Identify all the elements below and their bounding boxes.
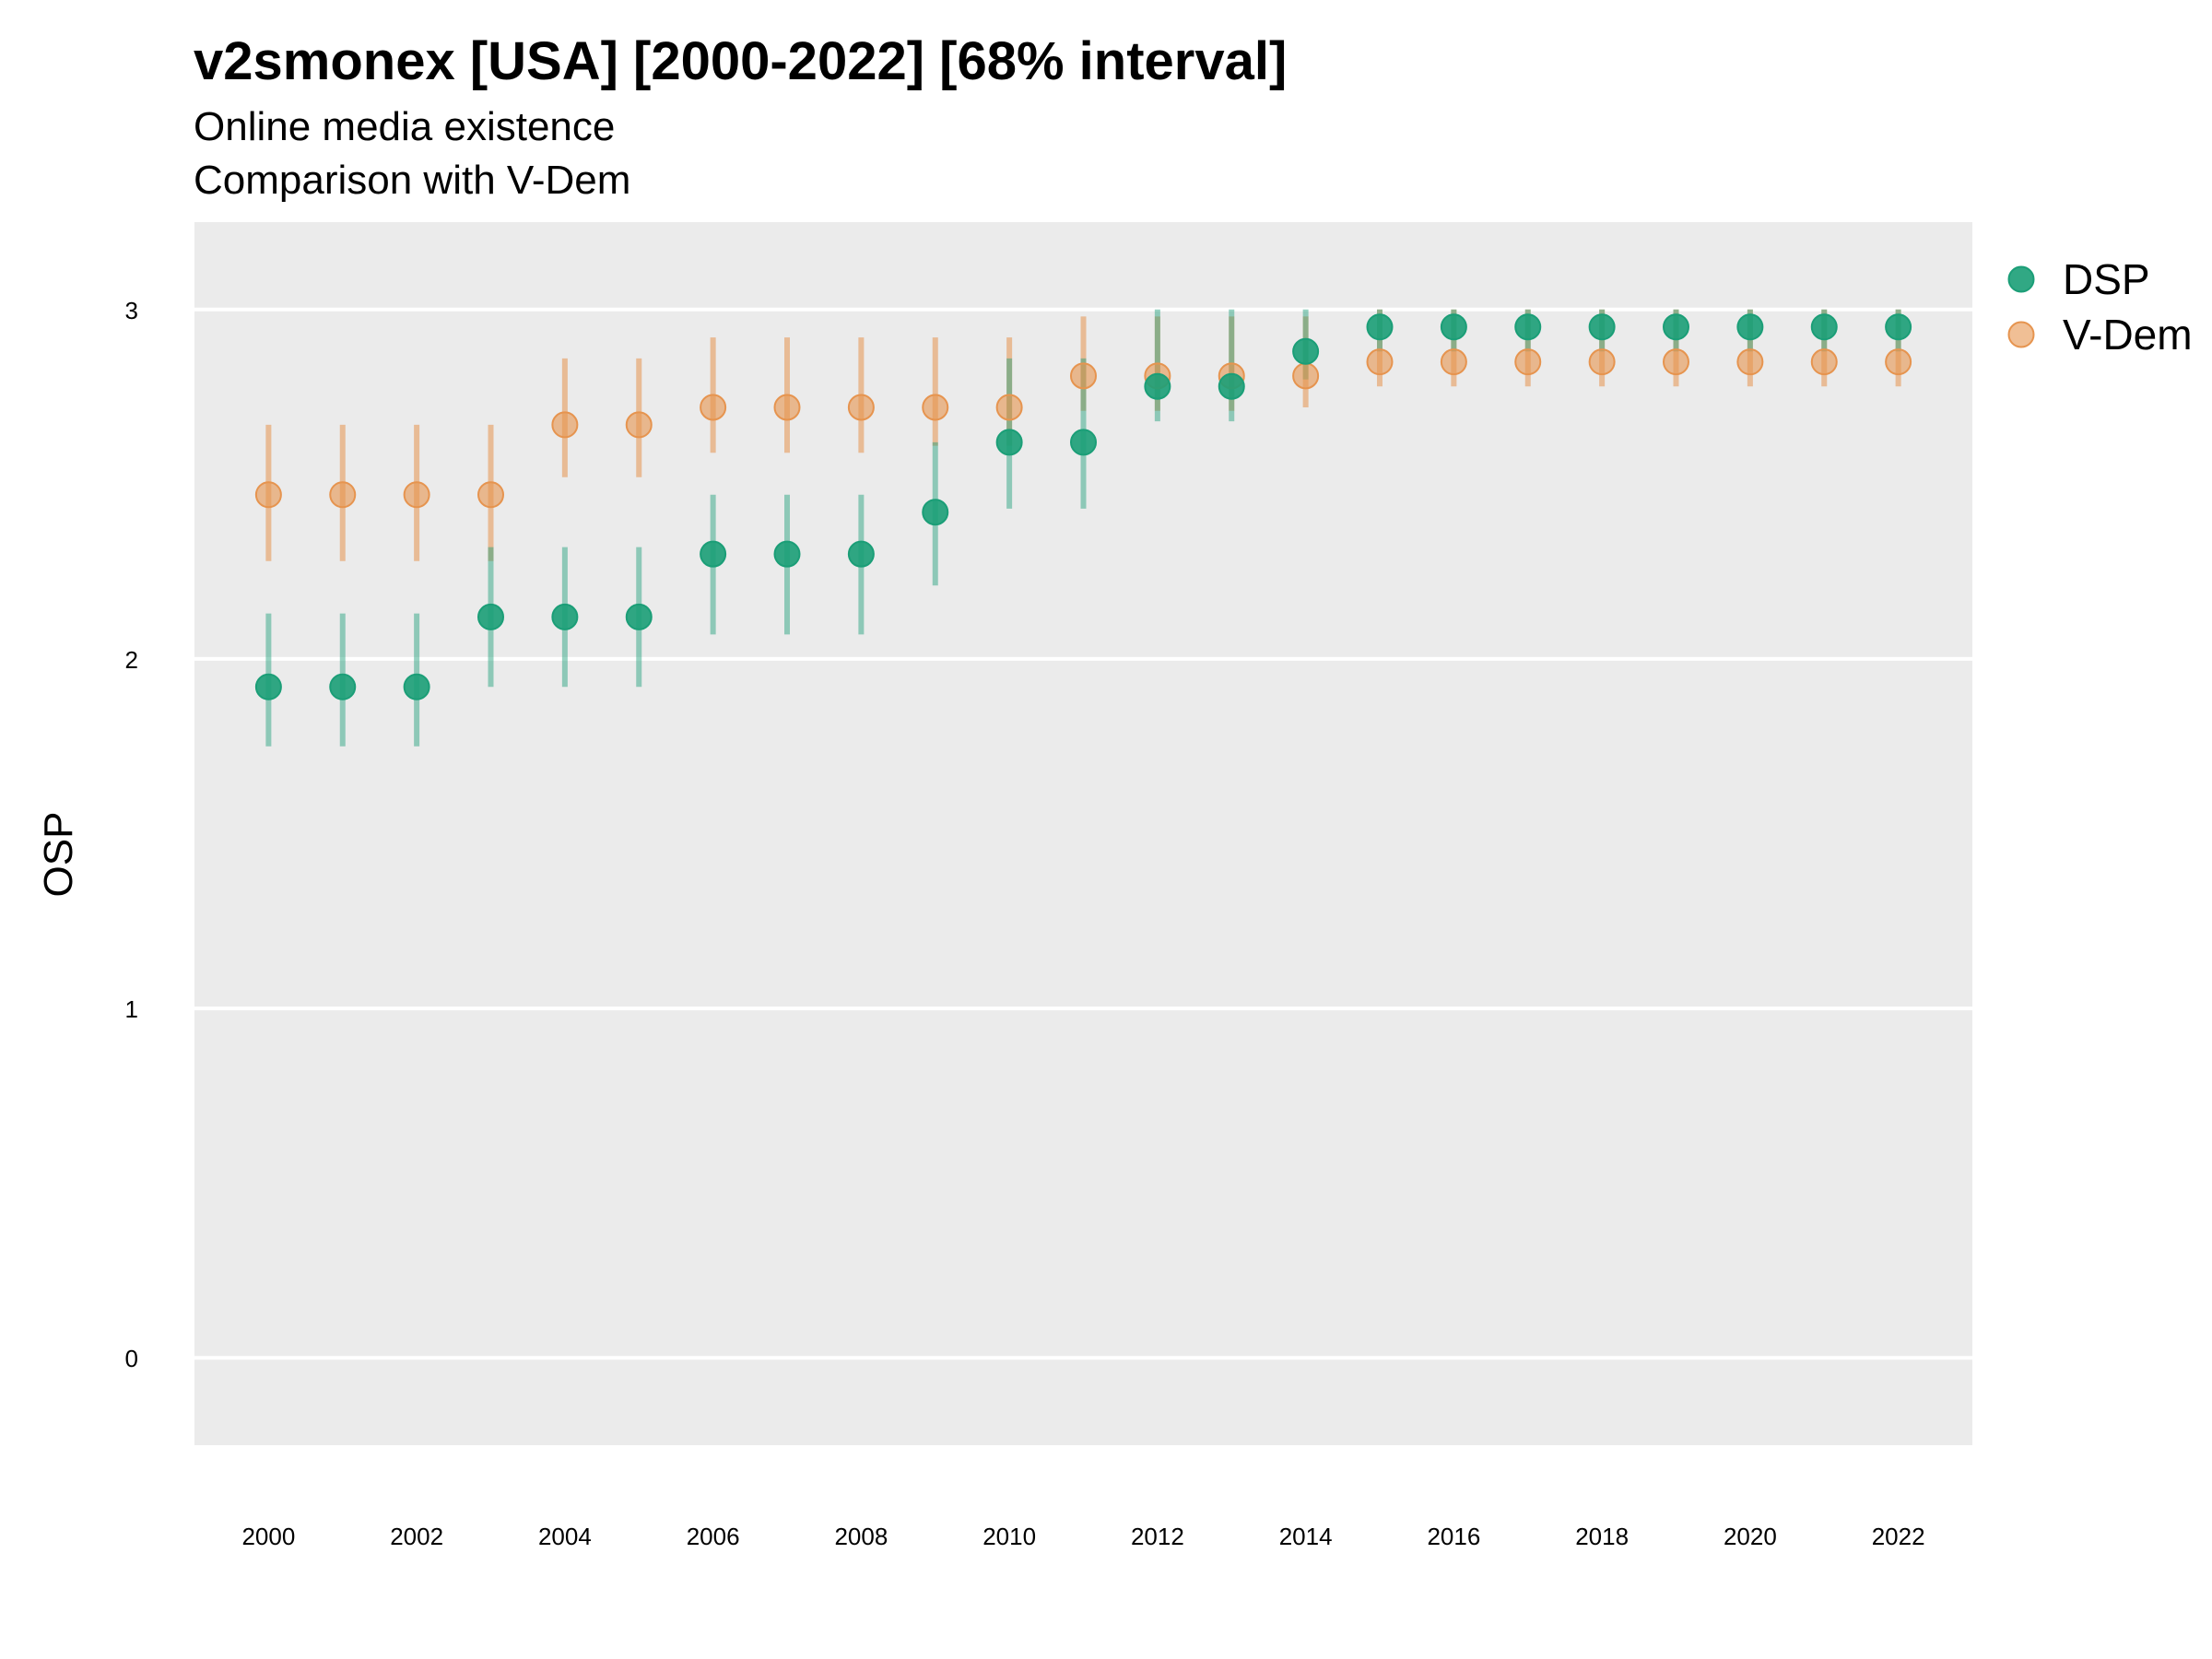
chart-subtitle: Online media existence xyxy=(194,104,616,149)
v-dem-point xyxy=(1810,348,1838,376)
dsp-point xyxy=(773,540,801,568)
v-dem-point xyxy=(847,394,875,421)
x-tick-label: 2010 xyxy=(982,1523,1036,1550)
v-dem-point xyxy=(995,394,1023,421)
y-axis-ticks: 0 1 2 3 xyxy=(125,297,138,1372)
v-dem-point xyxy=(477,481,504,509)
dsp-point xyxy=(254,673,282,700)
dsp-point xyxy=(1514,313,1542,341)
y-tick-label: 0 xyxy=(125,1345,138,1372)
v-dem-point xyxy=(922,394,949,421)
dsp-point xyxy=(625,603,653,630)
v-dem-point xyxy=(403,481,430,509)
y-tick-label: 1 xyxy=(125,995,138,1023)
dsp-point xyxy=(700,540,727,568)
dsp-point xyxy=(1810,313,1838,341)
dsp-point xyxy=(1366,313,1394,341)
y-tick-label: 2 xyxy=(125,646,138,674)
dsp-point xyxy=(1736,313,1764,341)
dsp-point xyxy=(995,429,1023,456)
chart-subtitle-secondary: Comparison with V-Dem xyxy=(194,158,631,203)
v-dem-point xyxy=(1514,348,1542,376)
dsp-point xyxy=(1663,313,1689,341)
v-dem-point xyxy=(1070,362,1097,390)
v-dem-point xyxy=(1885,348,1912,376)
x-tick-label: 2014 xyxy=(1279,1523,1333,1550)
legend-label-v-dem: V-Dem xyxy=(2063,311,2193,359)
dsp-point xyxy=(477,603,504,630)
x-tick-label: 2004 xyxy=(538,1523,592,1550)
v-dem-point xyxy=(700,394,727,421)
chart-title: v2smonex [USA] [2000-2022] [68% interval… xyxy=(194,31,1288,91)
v-dem-point xyxy=(773,394,801,421)
y-axis-label: OSP xyxy=(36,812,81,898)
x-axis-ticks: 2000 2002 2004 2006 2008 2010 2012 2014 2016 2018… xyxy=(241,1523,1924,1550)
x-tick-label: 2016 xyxy=(1427,1523,1480,1550)
dsp-point xyxy=(1885,313,1912,341)
x-tick-label: 2000 xyxy=(241,1523,295,1550)
dsp-point xyxy=(1440,313,1467,341)
legend-label-dsp: DSP xyxy=(2063,255,2150,303)
legend-key-dsp xyxy=(2007,265,2035,293)
v-dem-point xyxy=(329,481,357,509)
dsp-point xyxy=(329,673,357,700)
x-tick-label: 2008 xyxy=(834,1523,888,1550)
legend: DSP V-Dem xyxy=(2007,255,2193,359)
y-tick-label: 3 xyxy=(125,297,138,324)
dsp-point xyxy=(1588,313,1616,341)
v-dem-point xyxy=(1440,348,1467,376)
dsp-point xyxy=(1292,337,1320,365)
dsp-point xyxy=(1070,429,1097,456)
dsp-point xyxy=(847,540,875,568)
dsp-point xyxy=(922,499,949,526)
x-tick-label: 2012 xyxy=(1131,1523,1184,1550)
dsp-point xyxy=(403,673,430,700)
v-dem-point xyxy=(551,411,579,439)
legend-key-v-dem xyxy=(2007,321,2035,348)
x-tick-label: 2022 xyxy=(1872,1523,1925,1550)
v-dem-point xyxy=(1588,348,1616,376)
v-dem-point xyxy=(1663,348,1689,376)
dsp-point xyxy=(1218,372,1245,400)
point-markers xyxy=(254,313,1912,700)
x-tick-label: 2018 xyxy=(1575,1523,1629,1550)
x-tick-label: 2020 xyxy=(1724,1523,1777,1550)
v-dem-point xyxy=(1366,348,1394,376)
v-dem-point xyxy=(1736,348,1764,376)
v-dem-point xyxy=(254,481,282,509)
dsp-point xyxy=(551,603,579,630)
v-dem-point xyxy=(1292,362,1320,390)
dsp-point xyxy=(1144,372,1171,400)
v-dem-point xyxy=(625,411,653,439)
gridlines xyxy=(194,307,1972,1360)
x-tick-label: 2002 xyxy=(390,1523,443,1550)
x-tick-label: 2006 xyxy=(687,1523,740,1550)
